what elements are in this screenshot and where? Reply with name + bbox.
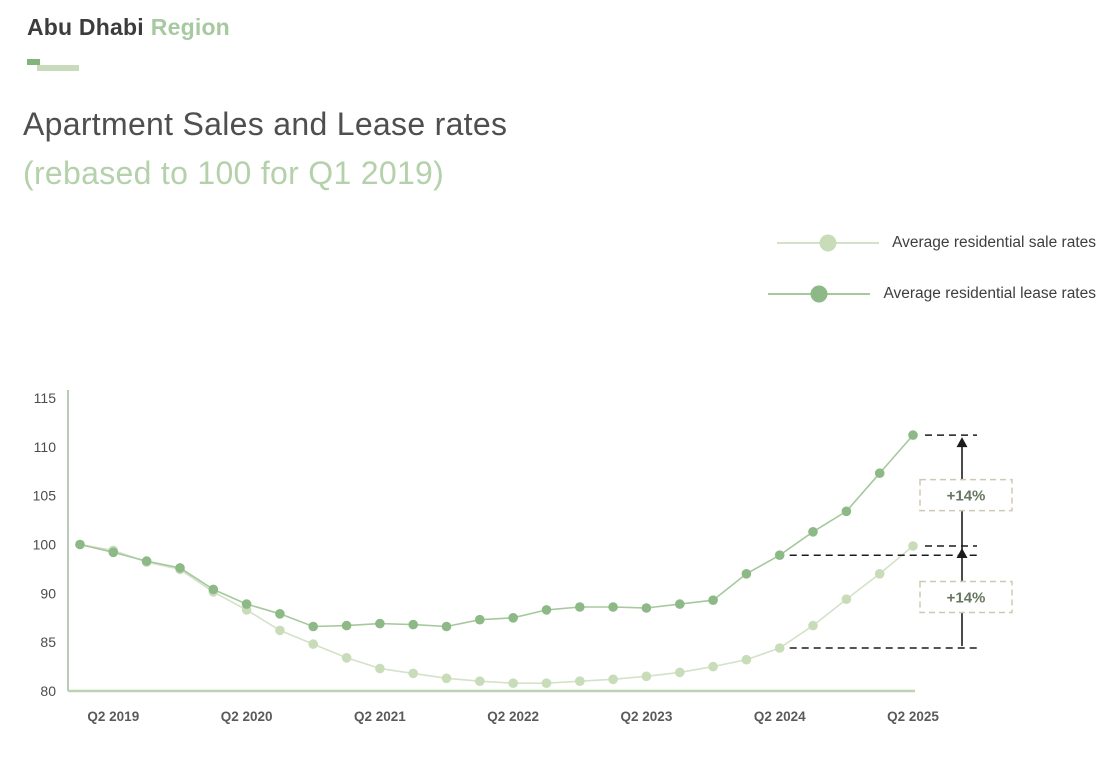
sale-data-point (308, 639, 319, 649)
y-axis-tick-label: 80 (40, 683, 56, 699)
sale-data-point (341, 653, 352, 663)
brand-logo-mark (27, 59, 97, 73)
brand: Abu Dhabi Region (27, 14, 230, 41)
y-axis-tick-label: 85 (40, 634, 56, 650)
legend-item-sale: Average residential sale rates (768, 227, 1096, 259)
lease-data-point (375, 618, 385, 629)
lease-data-point (675, 599, 685, 609)
lease-data-point (708, 595, 718, 605)
sale-data-point (675, 667, 685, 678)
annotation-change-box (919, 478, 1013, 512)
legend-label-lease: Average residential lease rates (883, 285, 1096, 302)
sale-data-point (908, 541, 918, 551)
sale-data-point (774, 643, 785, 653)
lease-data-point (641, 603, 652, 613)
lease-data-point (908, 430, 918, 440)
x-axis-tick-label: Q2 2023 (621, 709, 673, 724)
lease-data-point (275, 609, 285, 619)
lease-data-point (741, 569, 752, 579)
page-subtitle: (rebased to 100 for Q1 2019) (23, 155, 445, 191)
x-axis-tick-label: Q2 2021 (354, 709, 406, 724)
lease-data-point (541, 605, 552, 615)
lease-data-point (108, 547, 119, 558)
chart-legend: Average residential sale rates Average r… (768, 227, 1096, 329)
sale-data-point (275, 625, 285, 636)
legend-label-sale: Average residential sale rates (892, 234, 1096, 251)
sale-data-point (808, 620, 818, 631)
up-arrow-icon (956, 547, 968, 558)
lease-data-point (608, 602, 618, 612)
lease-data-point (808, 527, 818, 537)
lease-data-point (208, 584, 219, 595)
sale-series-swatch (777, 234, 880, 252)
up-arrow-icon (956, 437, 968, 448)
line-chart: 115 110 105 100 90 85 80 Q2 2019 Q2 2020 Q2 2021 Q… (33, 390, 1013, 724)
y-axis-tick-label: 115 (34, 390, 57, 406)
sale-data-point (475, 676, 485, 686)
lease-data-point (874, 468, 885, 478)
lease-data-point (774, 550, 785, 560)
sale-series-line (79, 543, 914, 684)
lease-data-point (175, 563, 185, 573)
lease-series-swatch (768, 285, 871, 303)
lease-data-point (341, 620, 352, 631)
brand-primary: Abu Dhabi (27, 14, 144, 40)
sale-data-point (408, 668, 419, 679)
sale-data-point (375, 663, 385, 674)
annotation-change-box (919, 580, 1013, 614)
y-axis-tick-label: 100 (33, 537, 57, 553)
legend-item-lease: Average residential lease rates (768, 278, 1096, 310)
lease-data-point (75, 539, 85, 550)
sale-data-point (541, 678, 552, 688)
lease-swatch-dot-icon (810, 285, 828, 303)
lease-data-point (141, 556, 152, 566)
brand-secondary: Region (150, 14, 230, 40)
sale-data-point (708, 661, 718, 672)
lease-data-point (241, 599, 252, 609)
annotation-change-label: +14% (947, 488, 986, 505)
x-axis-tick-label: Q2 2022 (487, 709, 539, 724)
lease-data-point (575, 602, 585, 612)
lease-data-point (441, 621, 452, 632)
lease-series-line (79, 434, 914, 628)
sale-data-point (841, 594, 852, 604)
x-axis-tick-label: Q2 2025 (887, 709, 939, 724)
sale-data-point (608, 674, 618, 685)
sale-data-point (641, 671, 652, 682)
sale-data-point (874, 569, 885, 579)
sale-data-point (441, 673, 452, 684)
logo-dash-light (37, 65, 79, 71)
lease-data-point (508, 613, 518, 623)
x-axis-tick-label: Q2 2024 (754, 709, 806, 724)
sale-swatch-dot-icon (819, 234, 837, 252)
x-axis-tick-label: Q2 2019 (87, 709, 139, 724)
sale-data-point (575, 676, 585, 686)
x-axis-tick-label: Q2 2020 (221, 709, 273, 724)
sale-data-point (508, 678, 518, 688)
logo-dash-dark (27, 59, 40, 65)
lease-data-point (308, 621, 319, 632)
page-title: Apartment Sales and Lease rates (23, 106, 508, 142)
lease-data-point (475, 614, 485, 625)
annotation-change-label: +14% (947, 589, 986, 606)
lease-data-point (408, 619, 419, 630)
lease-data-point (841, 506, 852, 517)
y-axis-tick-label: 110 (34, 439, 57, 455)
y-axis-tick-label: 90 (40, 585, 56, 601)
sale-data-point (741, 654, 752, 665)
y-axis-tick-label: 105 (33, 488, 57, 504)
